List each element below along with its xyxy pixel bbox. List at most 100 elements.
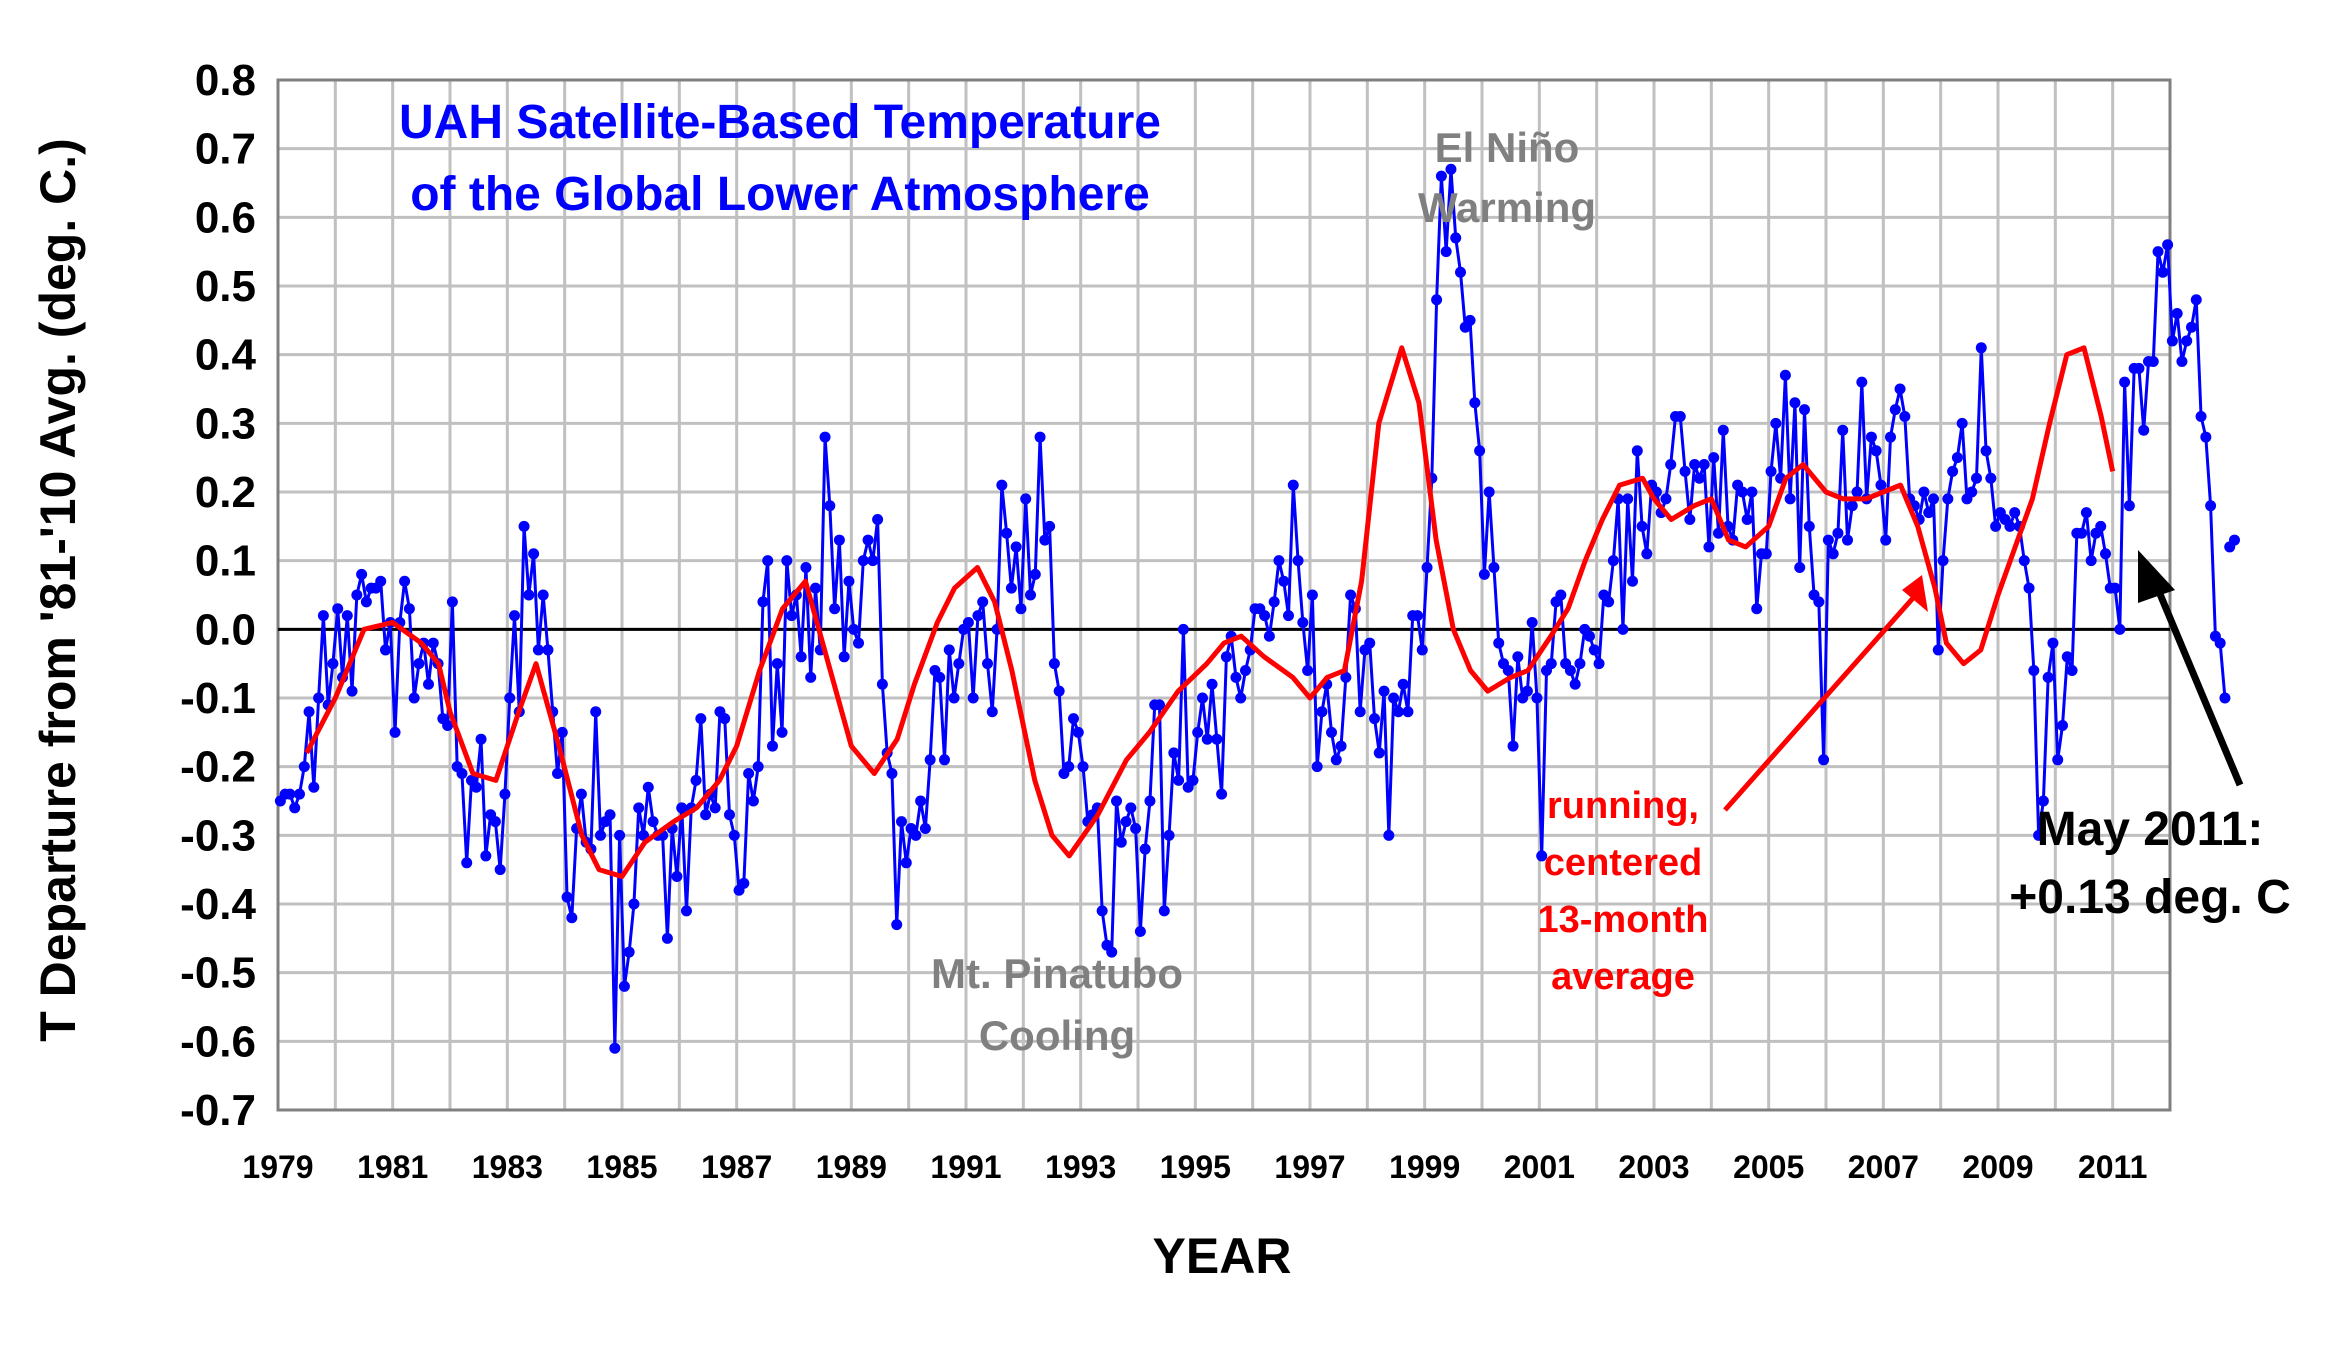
x-tick-label: 2001 xyxy=(1504,1149,1575,1185)
red-arrow xyxy=(1723,575,1928,812)
monthly-point xyxy=(2152,246,2164,258)
monthly-point xyxy=(1746,486,1758,498)
monthly-point xyxy=(1636,520,1648,532)
monthly-point xyxy=(2033,829,2045,841)
x-tick-label: 1981 xyxy=(357,1149,428,1185)
monthly-point xyxy=(843,575,855,587)
monthly-point xyxy=(671,871,683,883)
monthly-point xyxy=(982,658,993,670)
monthly-point xyxy=(1292,555,1304,567)
monthly-point xyxy=(2009,507,2021,519)
monthly-point xyxy=(1846,500,1858,512)
monthly-point xyxy=(1268,596,1280,608)
monthly-point xyxy=(1569,678,1581,690)
monthly-point xyxy=(1029,568,1041,580)
monthly-point xyxy=(1713,527,1724,539)
x-tick-label: 2011 xyxy=(2078,1149,2147,1185)
monthly-point xyxy=(1001,527,1013,539)
monthly-point xyxy=(1818,754,1830,766)
el-nino-label-2: Warming xyxy=(1418,184,1596,231)
monthly-point xyxy=(2047,637,2059,649)
monthly-point xyxy=(1703,541,1715,553)
monthly-point xyxy=(1187,774,1199,786)
latest-value-label-1: May 2011: xyxy=(2037,803,2264,856)
monthly-point xyxy=(1139,843,1151,855)
monthly-point xyxy=(303,706,315,718)
monthly-point xyxy=(1971,472,1982,484)
monthly-point xyxy=(2085,555,2097,567)
monthly-point xyxy=(1674,410,1686,422)
monthly-point xyxy=(1154,699,1165,711)
monthly-point xyxy=(1856,376,1868,388)
x-tick-label: 1989 xyxy=(816,1149,887,1185)
monthly-point xyxy=(2080,507,2092,519)
monthly-point xyxy=(681,905,692,917)
monthly-point xyxy=(695,713,707,725)
monthly-point xyxy=(781,555,793,567)
monthly-point xyxy=(1378,685,1390,697)
y-tick-label: -0.2 xyxy=(180,743,256,792)
monthly-point xyxy=(1631,445,1643,457)
monthly-point xyxy=(805,671,817,683)
monthly-point xyxy=(1617,623,1629,635)
monthly-point xyxy=(2190,294,2202,306)
monthly-point xyxy=(848,623,860,635)
black-arrow xyxy=(2138,550,2244,787)
monthly-point xyxy=(1985,472,1997,484)
monthly-point xyxy=(896,816,907,828)
monthly-point xyxy=(595,829,606,841)
monthly-point xyxy=(523,589,535,601)
monthly-point xyxy=(862,534,874,546)
monthly-point xyxy=(1980,445,1992,457)
monthly-point xyxy=(456,768,468,780)
monthly-point xyxy=(1005,582,1017,594)
chart-title-line-2: of the Global Lower Atmosphere xyxy=(410,168,1150,221)
monthly-point xyxy=(575,788,587,800)
monthly-point xyxy=(2076,527,2088,539)
monthly-point xyxy=(2061,651,2073,663)
monthly-point xyxy=(1947,465,1959,477)
monthly-point xyxy=(556,726,568,738)
monthly-point xyxy=(375,575,387,587)
x-axis-title: YEAR xyxy=(1153,1228,1292,1284)
y-tick-label: 0.6 xyxy=(195,193,256,242)
monthly-point xyxy=(470,781,482,793)
x-tick-label: 1987 xyxy=(701,1149,772,1185)
monthly-point xyxy=(1507,740,1519,752)
monthly-point xyxy=(1693,472,1705,484)
monthly-point xyxy=(360,596,372,608)
monthly-point xyxy=(1880,534,1892,546)
monthly-point xyxy=(1741,513,1753,525)
monthly-point xyxy=(1531,692,1543,704)
monthly-point xyxy=(313,692,325,704)
monthly-point xyxy=(542,644,554,656)
gridlines xyxy=(276,78,2172,1112)
monthly-point xyxy=(1392,706,1404,718)
monthly-point xyxy=(1388,692,1400,704)
monthly-point xyxy=(2181,335,2193,347)
monthly-point xyxy=(2195,410,2207,422)
monthly-point xyxy=(2186,321,2197,333)
monthly-point xyxy=(1412,610,1423,622)
monthly-point xyxy=(1158,905,1170,917)
monthly-point xyxy=(1488,562,1500,574)
monthly-point xyxy=(1770,417,1782,429)
monthly-point xyxy=(1698,459,1710,471)
monthly-point xyxy=(1402,706,1414,718)
x-tick-labels: 1979 1981 1983 1985 1987 1989 1991 1993 1995 1997… xyxy=(242,1149,2147,1185)
monthly-point xyxy=(1478,568,1490,580)
monthly-point xyxy=(853,637,864,649)
monthly-point xyxy=(977,596,989,608)
y-tick-label: -0.4 xyxy=(180,880,256,929)
monthly-point xyxy=(1918,486,1930,498)
monthly-point xyxy=(2057,719,2068,731)
monthly-point xyxy=(1951,452,1963,464)
y-tick-label: 0.0 xyxy=(195,605,256,654)
monthly-point xyxy=(1899,410,1911,422)
monthly-point xyxy=(1765,465,1777,477)
monthly-point xyxy=(1584,630,1595,642)
latest-value-label-2: +0.13 deg. C xyxy=(2009,871,2290,924)
monthly-point xyxy=(2200,431,2212,443)
monthly-point xyxy=(1889,404,1901,416)
monthly-point xyxy=(824,500,836,512)
